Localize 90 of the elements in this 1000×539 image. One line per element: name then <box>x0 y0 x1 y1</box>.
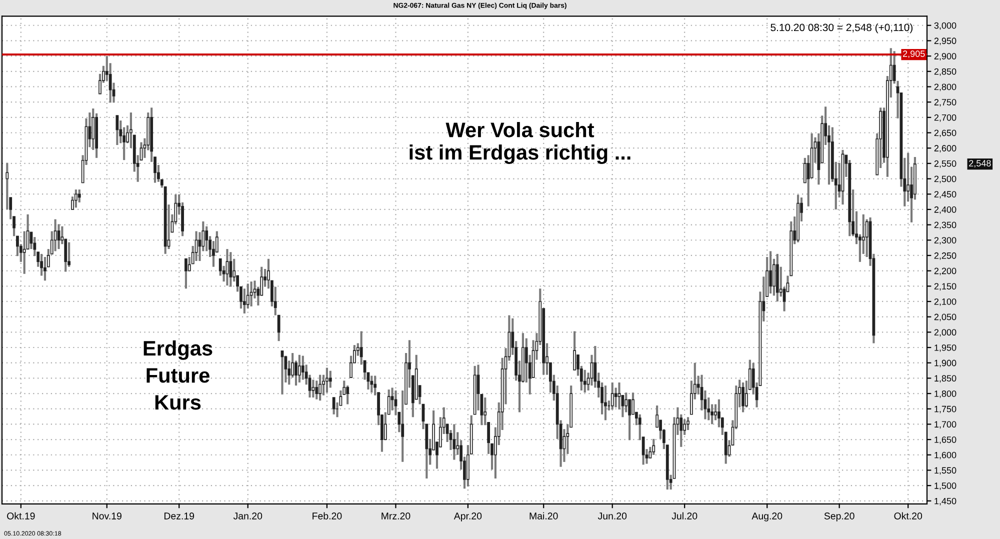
candlestick <box>250 280 253 308</box>
candlestick <box>742 381 744 414</box>
candlestick <box>583 368 586 394</box>
y-tick-label: 2,500 <box>934 176 956 184</box>
candlestick <box>332 396 336 416</box>
candlestick <box>6 162 9 210</box>
candlestick <box>624 392 628 414</box>
y-tick-label: 2,350 <box>934 222 956 230</box>
y-tick-label: 1,650 <box>934 436 956 444</box>
y-tick-label: 1,750 <box>934 406 956 414</box>
y-tick-label: 2,750 <box>934 99 956 106</box>
x-tick-label: Jul.20 <box>672 512 698 520</box>
y-tick-label: 3,000 <box>934 22 956 30</box>
candlestick <box>22 230 26 275</box>
y-tick-label: 2,650 <box>934 130 956 138</box>
candlestick <box>390 386 394 412</box>
y-tick-label: 2,700 <box>934 114 956 122</box>
y-tick-label: 2,150 <box>934 283 956 291</box>
candlestick <box>769 250 772 295</box>
candlestick <box>68 241 71 268</box>
y-tick-label: 2,000 <box>934 329 956 337</box>
x-tick-label: Jan.20 <box>233 512 262 520</box>
candlestick <box>614 386 618 408</box>
candlestick <box>240 286 242 310</box>
candlestick <box>610 381 614 411</box>
y-tick-label: 1,600 <box>934 452 956 460</box>
annotation: Wer Vola sucht ist im Erdgas richtig ... <box>410 122 630 164</box>
y-tick-label: 2,900 <box>934 53 956 60</box>
candlestick <box>686 416 690 432</box>
candlestick <box>328 370 332 389</box>
y-tick-label: 1,500 <box>934 482 956 490</box>
y-tick-label: 1,950 <box>934 344 956 352</box>
ref-line-label: 2,905 <box>903 50 925 58</box>
candlestick <box>184 258 188 290</box>
x-tick-label: Okt.19 <box>7 512 35 520</box>
candlestick <box>326 366 328 394</box>
x-tick-label: Feb.20 <box>312 512 342 520</box>
candlestick <box>212 240 215 268</box>
x-tick-label: Nov.19 <box>92 512 122 520</box>
y-tick-label: 2,550 <box>934 160 956 168</box>
y-tick-label: 1,450 <box>934 498 956 506</box>
candlestick <box>78 188 81 204</box>
x-tick-label: Apr.20 <box>454 512 482 522</box>
annotation: 5.10.20 08:30 = 2,548 (+0,110) <box>770 23 912 34</box>
y-tick-label: 2,850 <box>934 68 956 76</box>
x-tick-label: Jun.20 <box>598 512 627 520</box>
y-tick-label: 2,100 <box>934 298 956 306</box>
candlestick <box>346 384 350 406</box>
y-tick-label: 2,300 <box>934 237 956 245</box>
candlestick <box>652 438 656 456</box>
candlestick <box>312 378 315 399</box>
candlestick <box>194 230 198 262</box>
candlestick <box>452 423 456 461</box>
candlestick <box>301 354 304 381</box>
candlestick <box>242 288 246 314</box>
x-tick-label: Dez.19 <box>164 512 194 520</box>
annotation: Erdgas Future Kurs <box>144 340 212 410</box>
y-tick-label: 2,250 <box>934 252 956 260</box>
x-tick-label: Mai.20 <box>530 512 558 520</box>
y-tick-label: 1,900 <box>934 360 956 368</box>
candlestick <box>370 374 374 394</box>
candlestick <box>116 114 119 146</box>
y-tick-label: 2,450 <box>934 191 956 199</box>
candlestick <box>246 282 250 310</box>
y-tick-label: 2,600 <box>934 145 956 153</box>
y-tick-label: 2,200 <box>934 268 956 276</box>
x-tick-label: Aug.20 <box>752 512 782 522</box>
candlestick <box>229 251 232 288</box>
y-tick-label: 2,800 <box>934 84 956 92</box>
candlestick <box>188 256 191 272</box>
candlestick <box>226 248 229 287</box>
text: 2,548 <box>969 160 991 168</box>
y-tick-label: 1,800 <box>934 390 956 398</box>
candlestick <box>74 188 78 209</box>
y-tick-label: 1,550 <box>934 467 956 475</box>
y-tick-label: 2,400 <box>934 206 956 214</box>
candlestick <box>604 384 607 422</box>
candlestick <box>656 404 659 428</box>
x-tick-label: Okt.20 <box>894 512 922 520</box>
y-tick-label: 1,700 <box>934 421 956 429</box>
candlestick <box>298 354 301 384</box>
candlestick <box>632 392 634 416</box>
x-tick-label: Mrz.20 <box>382 512 410 520</box>
candlestick <box>40 252 43 277</box>
candlestick <box>318 374 322 402</box>
candlestick <box>44 256 46 282</box>
y-tick-label: 2,950 <box>934 38 956 46</box>
x-tick-label: Sep.20 <box>824 512 854 522</box>
y-tick-label: 2,050 <box>934 314 956 322</box>
y-tick-label: 1,850 <box>934 375 956 383</box>
